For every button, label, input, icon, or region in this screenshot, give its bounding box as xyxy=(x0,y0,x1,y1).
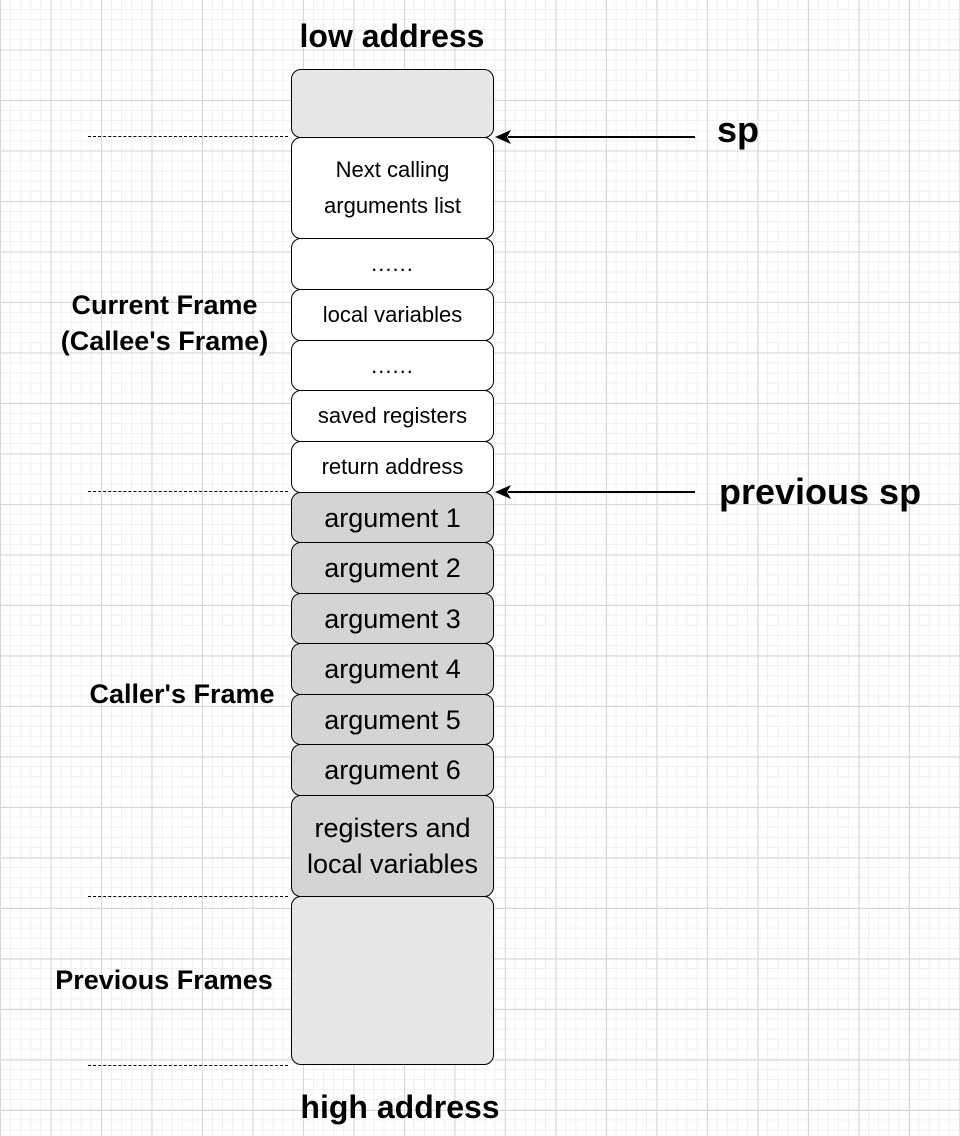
previous-frames-label: Previous Frames xyxy=(55,965,273,995)
stack-cell-saved-registers: saved registers xyxy=(291,390,494,442)
sp-label: sp xyxy=(717,109,760,150)
stack-cell-argument-6: argument 6 xyxy=(291,744,494,796)
stack-cell-argument-5: argument 5 xyxy=(291,694,494,745)
previous-sp-arrow xyxy=(495,485,695,499)
stack-cell-registers-and-local-variables: registers and local variables xyxy=(291,795,494,897)
frame-boundary-sp xyxy=(88,136,288,137)
stack-cell-return-address: return address xyxy=(291,441,494,493)
stack-cell-local-variables: local variables xyxy=(291,289,494,341)
frame-boundary-caller xyxy=(88,896,288,897)
stack-cell-previous-frames xyxy=(291,896,494,1065)
stack-cell-argument-2: argument 2 xyxy=(291,542,494,594)
low-address-label: low address xyxy=(299,18,485,54)
stack-cell-next-calling-arguments: Next calling arguments list xyxy=(291,137,494,239)
high-address-label: high address xyxy=(300,1089,500,1125)
stack-cell-argument-4: argument 4 xyxy=(291,643,494,695)
frame-boundary-previous-sp xyxy=(88,491,288,492)
stack-cell-ellipsis: ...... xyxy=(291,238,494,290)
frame-boundary-bottom xyxy=(88,1065,288,1066)
stack-cell-ellipsis: ...... xyxy=(291,340,494,391)
current-frame-label: Current Frame (Callee's Frame) xyxy=(60,290,269,356)
stack-cell-argument-1: argument 1 xyxy=(291,492,494,543)
previous-sp-label: previous sp xyxy=(719,471,922,512)
sp-arrow xyxy=(495,130,695,144)
stack-cell-argument-3: argument 3 xyxy=(291,593,494,644)
stack-cell-top-free-space xyxy=(291,69,494,138)
callers-frame-label: Caller's Frame xyxy=(89,679,275,709)
